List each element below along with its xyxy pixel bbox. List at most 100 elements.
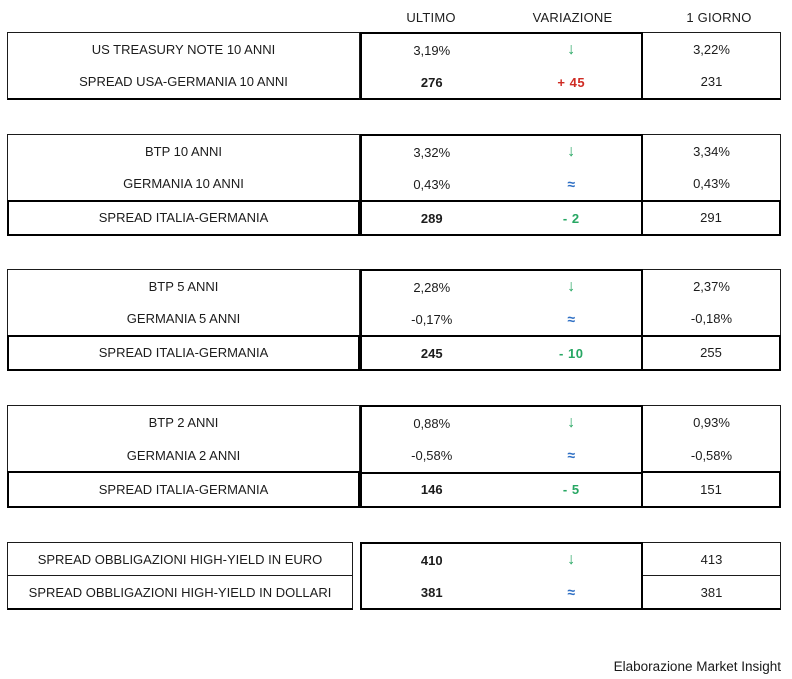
ultimo-cell: 276: [420, 74, 443, 90]
values-box: 410 ↓ 381 ≈: [360, 542, 643, 610]
values-box: 3,32% ↓ 0,43% ≈ 289 - 2: [360, 134, 643, 236]
label-cell: BTP 2 ANNI: [148, 414, 219, 430]
spread-row: 245 - 10: [362, 335, 641, 369]
giorno-group: 2,37% -0,18%: [643, 269, 781, 336]
ultimo-cell: 0,43%: [413, 176, 451, 192]
spread-row: 289 - 2: [362, 200, 641, 234]
label-cell: SPREAD USA-GERMANIA 10 ANNI: [79, 74, 288, 90]
spread-label-cell: SPREAD ITALIA-GERMANIA: [7, 471, 360, 508]
ultimo-cell: 245: [420, 345, 443, 361]
table-row: 2,28% ↓: [362, 271, 641, 303]
giorno-cell: 3,34%: [693, 143, 730, 159]
block-high-yield: SPREAD OBBLIGAZIONI HIGH-YIELD IN EURO S…: [0, 542, 792, 610]
variation-cell: - 10: [559, 345, 584, 361]
variation-down-arrow-icon: ↓: [567, 41, 576, 58]
label-column: BTP 2 ANNI GERMANIA 2 ANNI SPREAD ITALIA…: [7, 405, 360, 508]
giorno-cell: 3,22%: [693, 41, 730, 57]
ultimo-cell: 289: [420, 210, 443, 226]
variation-cell: - 5: [562, 482, 580, 498]
ultimo-cell: -0,58%: [411, 447, 453, 463]
giorno-column: 0,93% -0,58% 151: [643, 405, 781, 508]
label-group: BTP 10 ANNI GERMANIA 10 ANNI: [7, 134, 360, 201]
column-header-ultimo: ULTIMO: [406, 9, 456, 25]
spread-giorno-cell: 291: [643, 199, 781, 236]
values-box: 3,19% ↓ 276 + 45: [360, 32, 643, 100]
label-group: SPREAD OBBLIGAZIONI HIGH-YIELD IN EURO S…: [7, 542, 353, 610]
giorno-cell: 0,43%: [693, 176, 730, 192]
giorno-cell: -0,58%: [690, 447, 733, 463]
giorno-cell: 2,37%: [693, 278, 730, 294]
label-cell: US TREASURY NOTE 10 ANNI: [91, 41, 276, 57]
label-cell: GERMANIA 2 ANNI: [126, 447, 241, 463]
label-cell: SPREAD OBBLIGAZIONI HIGH-YIELD IN EURO: [37, 551, 323, 567]
giorno-group: 0,93% -0,58%: [643, 405, 781, 473]
label-column: US TREASURY NOTE 10 ANNI SPREAD USA-GERM…: [7, 32, 360, 100]
variation-down-arrow-icon: ↓: [567, 143, 576, 160]
values-box: 0,88% ↓ -0,58% ≈ 146 - 5: [360, 405, 643, 508]
ultimo-cell: 410: [420, 552, 443, 568]
block-10-anni: BTP 10 ANNI GERMANIA 10 ANNI SPREAD ITAL…: [0, 134, 792, 236]
block-5-anni: BTP 5 ANNI GERMANIA 5 ANNI SPREAD ITALIA…: [0, 269, 792, 371]
table-row: 3,19% ↓: [362, 34, 641, 66]
spread-label-cell: SPREAD ITALIA-GERMANIA: [7, 334, 360, 371]
label-cell: GERMANIA 5 ANNI: [126, 311, 241, 327]
ultimo-cell: 146: [420, 482, 443, 498]
attribution-text: Elaborazione Market Insight: [613, 659, 781, 674]
table-row: 0,43% ≈: [362, 168, 641, 200]
label-column: BTP 5 ANNI GERMANIA 5 ANNI SPREAD ITALIA…: [7, 269, 360, 371]
block-us-treasury: US TREASURY NOTE 10 ANNI SPREAD USA-GERM…: [0, 32, 792, 100]
table-row: 3,32% ↓: [362, 136, 641, 168]
variation-approx-icon: ≈: [567, 311, 576, 327]
variation-approx-icon: ≈: [567, 447, 576, 464]
giorno-cell: 381: [643, 575, 780, 608]
label-column: BTP 10 ANNI GERMANIA 10 ANNI SPREAD ITAL…: [7, 134, 360, 236]
variation-down-arrow-icon: ↓: [567, 278, 576, 295]
giorno-group: 3,22% 231: [643, 32, 781, 100]
spread-giorno-cell: 151: [643, 471, 781, 508]
giorno-column: 3,22% 231: [643, 32, 781, 100]
variation-down-arrow-icon: ↓: [567, 414, 576, 432]
giorno-cell: 413: [700, 551, 723, 567]
values-box: 2,28% ↓ -0,17% ≈ 245 - 10: [360, 269, 643, 371]
block-2-anni: BTP 2 ANNI GERMANIA 2 ANNI SPREAD ITALIA…: [0, 405, 792, 508]
table-row: 0,88% ↓: [362, 407, 641, 439]
ultimo-cell: -0,17%: [411, 311, 453, 327]
column-header-1-giorno: 1 GIORNO: [686, 9, 752, 25]
spread-giorno-cell: 255: [643, 334, 781, 371]
label-group: BTP 2 ANNI GERMANIA 2 ANNI: [7, 405, 360, 473]
giorno-cell: -0,18%: [690, 311, 733, 327]
ultimo-cell: 381: [420, 584, 443, 600]
ultimo-cell: 3,19%: [413, 42, 451, 58]
variation-down-arrow-icon: ↓: [567, 551, 576, 568]
table-row: 381 ≈: [362, 576, 641, 608]
giorno-cell: 231: [700, 74, 723, 90]
ultimo-cell: 0,88%: [413, 415, 451, 431]
label-group: US TREASURY NOTE 10 ANNI SPREAD USA-GERM…: [7, 32, 360, 100]
table-row: 410 ↓: [362, 544, 641, 576]
label-column: SPREAD OBBLIGAZIONI HIGH-YIELD IN EURO S…: [7, 542, 353, 610]
table-row: -0,58% ≈: [362, 439, 641, 471]
table-row: -0,17% ≈: [362, 303, 641, 335]
label-cell: BTP 5 ANNI: [148, 278, 219, 294]
ultimo-cell: 2,28%: [413, 279, 451, 295]
giorno-column: 2,37% -0,18% 255: [643, 269, 781, 371]
spread-row: 146 - 5: [362, 471, 641, 506]
variation-approx-icon: ≈: [567, 584, 576, 600]
giorno-column: 3,34% 0,43% 291: [643, 134, 781, 236]
label-group: BTP 5 ANNI GERMANIA 5 ANNI: [7, 269, 360, 336]
label-cell: GERMANIA 10 ANNI: [123, 176, 244, 192]
table-row: 276 + 45: [362, 66, 641, 98]
giorno-group: 413 381: [643, 542, 781, 610]
giorno-column: 413 381: [643, 542, 781, 610]
label-cell: BTP 10 ANNI: [144, 143, 223, 159]
giorno-cell: 0,93%: [693, 414, 730, 430]
variation-approx-icon: ≈: [567, 176, 576, 192]
ultimo-cell: 3,32%: [413, 144, 451, 160]
column-header-variazione: VARIAZIONE: [532, 9, 613, 25]
giorno-group: 3,34% 0,43%: [643, 134, 781, 201]
variation-cell: + 45: [557, 74, 586, 90]
variation-cell: - 2: [562, 210, 580, 226]
spread-label-cell: SPREAD ITALIA-GERMANIA: [7, 199, 360, 236]
label-cell: SPREAD OBBLIGAZIONI HIGH-YIELD IN DOLLAR…: [8, 575, 352, 608]
